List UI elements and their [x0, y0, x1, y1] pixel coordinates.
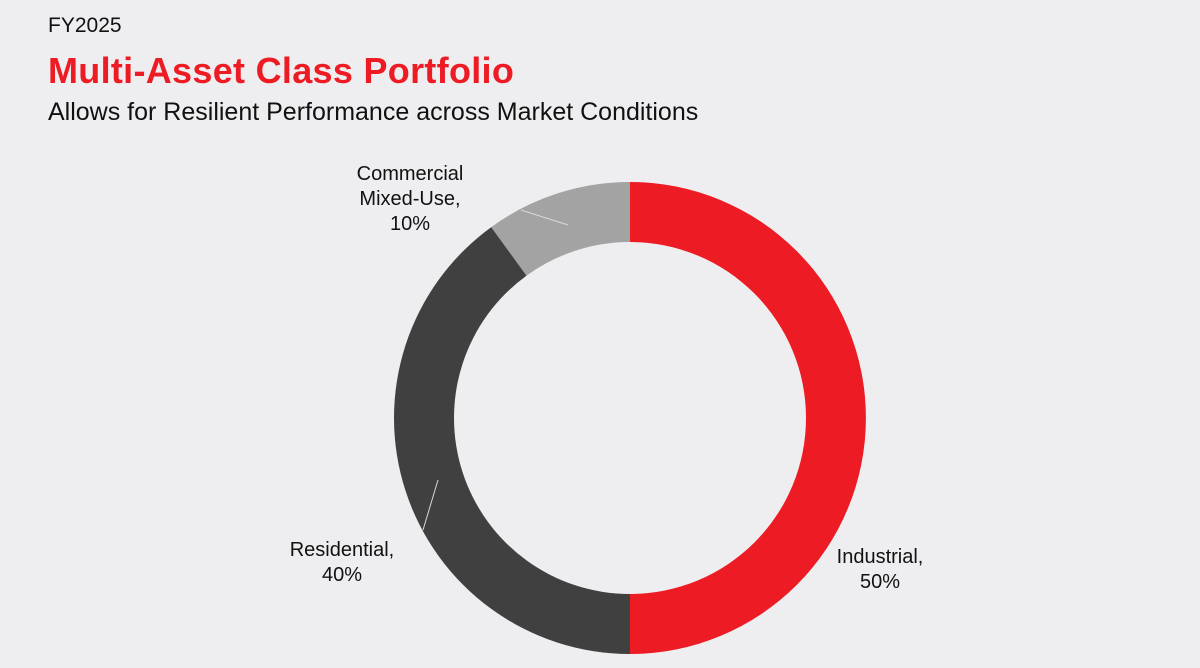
donut-slice-commercial-mixed-use	[491, 182, 630, 276]
chart-kicker: FY2025	[48, 14, 122, 37]
leader-line-commercial	[520, 209, 569, 226]
leader-line-residential	[422, 479, 439, 531]
chart-title: Multi-Asset Class Portfolio	[48, 50, 515, 91]
donut-slice-industrial	[630, 182, 866, 654]
label-line: Commercial	[356, 163, 464, 185]
donut-slice-residential	[394, 227, 630, 654]
chart-subtitle: Allows for Resilient Performance across …	[48, 98, 699, 126]
slice-label-industrial: Industrial, 50%	[810, 545, 950, 595]
label-line: Industrial,	[836, 546, 924, 568]
label-value: 10%	[389, 213, 431, 235]
label-line: Residential,	[289, 539, 395, 561]
label-value: 50%	[859, 571, 901, 593]
slice-label-residential: Residential, 40%	[262, 538, 422, 588]
label-value: 40%	[321, 564, 363, 586]
label-line: Mixed-Use,	[359, 188, 461, 210]
slice-label-commercial: Commercial Mixed-Use, 10%	[330, 162, 490, 237]
